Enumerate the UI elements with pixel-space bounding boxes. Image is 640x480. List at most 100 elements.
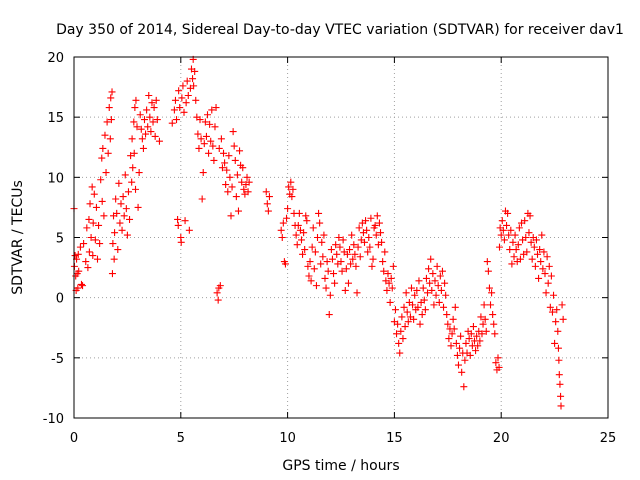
data-point bbox=[128, 135, 136, 143]
data-point bbox=[462, 339, 470, 347]
data-point bbox=[354, 243, 362, 251]
data-point bbox=[371, 221, 379, 229]
data-point bbox=[208, 106, 216, 114]
data-point bbox=[494, 354, 502, 362]
data-point bbox=[103, 118, 111, 126]
data-point bbox=[91, 236, 99, 244]
data-point bbox=[476, 337, 484, 345]
data-point bbox=[442, 291, 450, 299]
data-point bbox=[505, 231, 513, 239]
data-point bbox=[263, 200, 271, 208]
data-point bbox=[479, 320, 487, 328]
data-point bbox=[126, 215, 134, 223]
data-point bbox=[458, 368, 466, 376]
data-point bbox=[205, 149, 213, 157]
data-point bbox=[227, 212, 235, 220]
data-point bbox=[375, 219, 383, 227]
data-point bbox=[262, 188, 270, 196]
data-point bbox=[389, 262, 397, 270]
data-point bbox=[309, 224, 317, 232]
data-point bbox=[89, 252, 97, 260]
data-point bbox=[352, 262, 360, 270]
data-point bbox=[300, 229, 308, 237]
grid-lines bbox=[74, 57, 608, 418]
data-point bbox=[386, 298, 394, 306]
data-point bbox=[379, 258, 387, 266]
data-point bbox=[544, 279, 552, 287]
data-point bbox=[557, 392, 565, 400]
data-point bbox=[339, 236, 347, 244]
data-point bbox=[140, 116, 148, 124]
data-point bbox=[342, 265, 350, 273]
data-point bbox=[277, 226, 285, 234]
data-point bbox=[98, 197, 106, 205]
data-point bbox=[200, 140, 208, 148]
data-point bbox=[484, 267, 492, 275]
data-point bbox=[443, 311, 451, 319]
data-point bbox=[377, 229, 385, 237]
data-point bbox=[472, 347, 480, 355]
data-point bbox=[380, 267, 388, 275]
data-point bbox=[113, 209, 121, 217]
data-point bbox=[541, 270, 549, 278]
data-point bbox=[308, 243, 316, 251]
data-point bbox=[363, 226, 371, 234]
data-point bbox=[527, 238, 535, 246]
data-point bbox=[432, 291, 440, 299]
data-point bbox=[353, 289, 361, 297]
data-point bbox=[191, 67, 199, 75]
data-point bbox=[232, 193, 240, 201]
data-point bbox=[294, 221, 302, 229]
data-point bbox=[130, 149, 138, 157]
data-point bbox=[215, 144, 223, 152]
data-point bbox=[349, 255, 357, 263]
data-point bbox=[548, 308, 556, 316]
data-point bbox=[123, 231, 131, 239]
data-point bbox=[115, 179, 123, 187]
data-point bbox=[127, 152, 135, 160]
data-point bbox=[401, 323, 409, 331]
data-point bbox=[139, 144, 147, 152]
data-point bbox=[431, 277, 439, 285]
data-point bbox=[498, 217, 506, 225]
data-point bbox=[425, 265, 433, 273]
data-point bbox=[292, 231, 300, 239]
data-point bbox=[112, 195, 120, 203]
data-point bbox=[315, 209, 323, 217]
data-point bbox=[383, 286, 391, 294]
data-point bbox=[453, 351, 461, 359]
data-point bbox=[221, 159, 229, 167]
data-point bbox=[122, 205, 130, 213]
data-point bbox=[552, 318, 560, 326]
data-point bbox=[554, 327, 562, 335]
data-point bbox=[124, 188, 132, 196]
data-point bbox=[207, 137, 215, 145]
data-point bbox=[337, 258, 345, 266]
data-point bbox=[369, 255, 377, 263]
data-point bbox=[98, 154, 106, 162]
data-point bbox=[550, 291, 558, 299]
data-point bbox=[346, 246, 354, 254]
data-point bbox=[318, 238, 326, 246]
data-point bbox=[196, 116, 204, 124]
data-point bbox=[83, 224, 91, 232]
data-point bbox=[435, 298, 443, 306]
data-point bbox=[206, 120, 214, 128]
data-point bbox=[451, 303, 459, 311]
data-point bbox=[385, 279, 393, 287]
data-point bbox=[438, 267, 446, 275]
data-point bbox=[307, 277, 315, 285]
data-point bbox=[554, 344, 562, 352]
data-point bbox=[134, 203, 142, 211]
data-point bbox=[394, 320, 402, 328]
data-point bbox=[350, 241, 358, 249]
data-point bbox=[483, 258, 491, 266]
data-point bbox=[555, 371, 563, 379]
data-point bbox=[424, 289, 432, 297]
data-point bbox=[173, 116, 181, 124]
data-point bbox=[214, 296, 222, 304]
data-point bbox=[512, 246, 520, 254]
data-point bbox=[170, 106, 178, 114]
data-point bbox=[426, 279, 434, 287]
